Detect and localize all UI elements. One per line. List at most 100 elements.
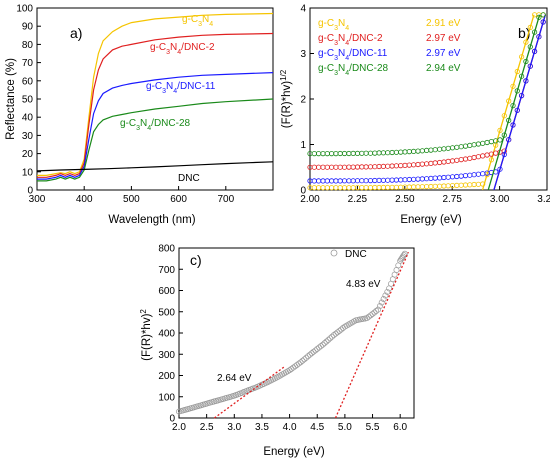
panel-b-point: [333, 178, 339, 184]
panel-c-ytick-label: 300: [158, 350, 175, 361]
panel-b-point: [419, 161, 425, 167]
panel-c-point: [376, 303, 383, 310]
panel-a-xtick-label: 300: [29, 194, 46, 205]
panel-b-point: [467, 155, 473, 161]
panel-c-point: [336, 327, 343, 334]
panel-b-point: [363, 150, 369, 156]
panel-b-point: [428, 160, 434, 166]
panel-b-point: [458, 173, 464, 179]
panel-b-point: [350, 150, 356, 156]
panel-b-point: [333, 164, 339, 170]
panel-b-point: [480, 153, 486, 159]
panel-b-ytick-label: 3: [300, 49, 306, 60]
panel-b-point: [471, 181, 477, 188]
panel-b-point: [445, 174, 451, 180]
panel-c-ytick-label: 100: [158, 392, 175, 403]
panel-c-xtick-label: 5.5: [366, 422, 380, 433]
panel-b-point: [436, 159, 443, 166]
panel-b-point: [337, 178, 343, 184]
panel-c-fit-line: [334, 251, 410, 419]
panel-b-ylabel-main: (F(R)*hv): [281, 81, 293, 128]
panel-b-ylabel-sup: 1/2: [279, 69, 288, 81]
panel-c-label: c): [190, 252, 202, 268]
panel-b-point: [406, 176, 412, 183]
panel-b-point: [488, 139, 494, 145]
panel-c-ylabel-main: (F(R)*hv): [141, 313, 153, 360]
panel-a-xtick-label: 500: [123, 194, 140, 205]
panel-b-point: [475, 141, 481, 147]
panel-c-point: [316, 344, 323, 351]
panel-c-xtick-label: 5.0: [338, 422, 352, 433]
panel-b-point: [415, 176, 421, 182]
panel-b-point: [320, 178, 326, 184]
panel-c-xtick-label: 4.0: [283, 422, 297, 433]
panel-c-frame: [178, 247, 415, 419]
panel-b-point: [415, 161, 421, 168]
panel-b-point: [372, 184, 378, 191]
panel-b-point: [393, 184, 399, 190]
panel-b-point: [367, 185, 374, 191]
panel-b-point: [311, 151, 317, 157]
panel-c-point: [310, 348, 317, 355]
panel-c-xtick-label: 2.5: [200, 422, 214, 433]
panel-c-point: [327, 335, 334, 342]
panel-b-point: [423, 184, 430, 190]
panel-b-point: [436, 175, 443, 181]
panel-a-series-line: [37, 72, 274, 180]
panel-b-xtick-label: 2.00: [300, 194, 320, 205]
panel-b-point: [402, 177, 408, 183]
panel-c-point: [317, 343, 324, 350]
panel-b-point: [385, 150, 391, 156]
panel-b-legend-label: g-C3N4: [318, 18, 349, 32]
panel-c-ytick-label: 600: [158, 286, 175, 297]
panel-b-point: [449, 158, 456, 164]
panel-a-ytick-label: 50: [22, 95, 34, 106]
panel-c-point: [364, 315, 370, 322]
panel-b-point: [484, 139, 490, 146]
panel-c-point: [371, 309, 378, 316]
panel-b-point: [346, 164, 352, 170]
panel-b-point: [398, 149, 404, 155]
panel-b-point: [423, 161, 430, 167]
panel-b-point: [367, 164, 374, 170]
panel-b-point: [441, 146, 447, 152]
panel-c-point: [373, 308, 380, 314]
panel-b-point: [393, 149, 399, 155]
panel-b-chart: b) Energy (eV) (F(R)*hv)1/2 2.00 2.25 2.50…: [279, 4, 550, 227]
panel-b-point: [406, 162, 412, 168]
panel-c-xlabel: Energy (eV): [263, 446, 325, 458]
panel-b-point: [333, 151, 339, 157]
panel-c-ytick-label: 400: [158, 329, 175, 340]
panel-c-point: [375, 306, 382, 313]
panel-b-point: [324, 164, 330, 170]
panel-b-point: [398, 184, 404, 190]
panel-b-point: [432, 147, 438, 153]
panel-a-ytick-label: 20: [22, 149, 34, 160]
panel-b-point: [376, 177, 382, 183]
panel-b-ytick-label: 4: [300, 4, 306, 15]
panel-c-point: [380, 296, 387, 302]
panel-b-point: [471, 154, 477, 161]
panel-a-ytick-label: 10: [22, 167, 34, 178]
panel-b-point: [389, 184, 395, 190]
panel-b-point: [462, 143, 469, 149]
panel-c-ylabel: (F(R)*hv)2: [139, 309, 154, 361]
panel-c-point: [319, 341, 326, 348]
panel-b-point: [480, 140, 486, 146]
panel-c-point: [321, 340, 328, 347]
panel-c-ytick-label: 500: [158, 307, 175, 318]
panel-b-ytick-label: 0: [300, 186, 306, 197]
panel-c-ylabel-sup: 2: [139, 309, 148, 314]
panel-b-point: [367, 178, 374, 184]
panel-c-point: [306, 351, 313, 358]
panel-b-point: [467, 182, 473, 188]
panel-b-xtick-label: 3.00: [490, 194, 510, 205]
panel-c-annotation: 4.83 eV: [346, 279, 381, 290]
panel-b-point: [315, 178, 322, 184]
panel-c-point: [397, 257, 404, 264]
panel-b-legend-label: g-C3N4/DNC-11: [318, 48, 388, 62]
panel-c-point: [329, 333, 335, 340]
panel-c-point: [365, 313, 372, 320]
panel-b-point: [328, 178, 335, 184]
panel-b-point: [337, 164, 343, 170]
